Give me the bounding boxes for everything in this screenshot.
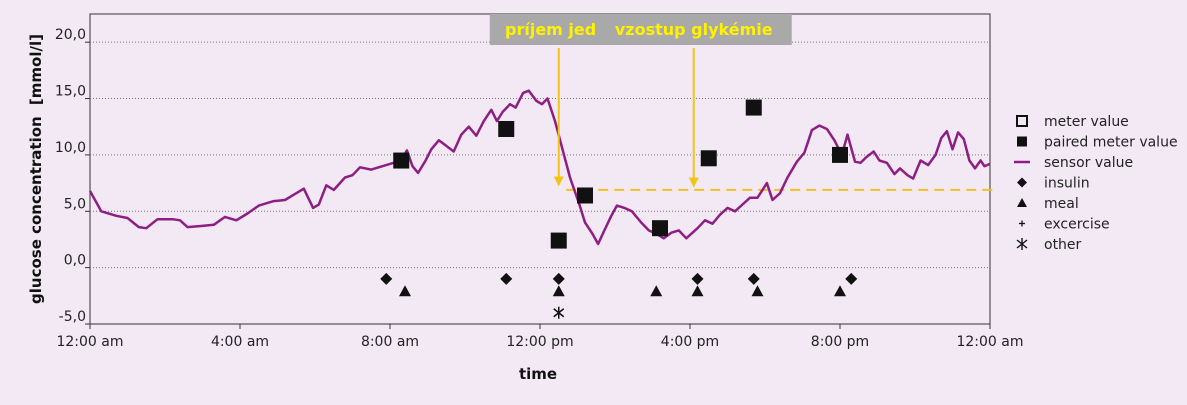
legend-label: sensor value	[1044, 155, 1133, 171]
y-axis-label: glucose concentration	[27, 116, 45, 304]
legend-symbol	[1016, 238, 1028, 250]
x-axis-ticks: 12:00 am 4:00 am 8:00 am 12:00 pm 4:00 pm 8:0…	[56, 324, 1024, 350]
y-axis-unit: [mmol/l]	[27, 34, 45, 105]
annotation-layer: príjem jedla vzostup glykémie	[489, 14, 792, 188]
x-tick-label: 8:00 pm	[811, 334, 869, 350]
other-marker	[553, 306, 565, 319]
y-tick-label: 10,0	[55, 140, 86, 156]
paired-meter-marker	[498, 120, 515, 137]
paired-meter-marker	[577, 187, 593, 204]
insulin-marker	[500, 272, 513, 285]
meal-marker	[691, 285, 704, 297]
annotation: vzostup glykémie	[595, 14, 792, 188]
insulin-marker	[747, 272, 760, 285]
paired-meter-marker	[700, 150, 717, 167]
x-tick-label: 8:00 am	[361, 334, 419, 350]
x-tick-label: 4:00 am	[211, 334, 269, 350]
gridlines	[90, 41, 990, 269]
marker-layer	[380, 99, 858, 319]
legend-item: paired meter value	[1017, 135, 1178, 151]
meal-marker	[399, 285, 411, 297]
annotation-box	[595, 14, 792, 45]
x-tick-label: 12:00 pm	[506, 334, 573, 350]
legend-item: meter value	[1016, 114, 1129, 130]
y-tick-label: 15,0	[55, 84, 86, 100]
legend-symbol	[1017, 198, 1027, 207]
legend-item: sensor value	[1014, 155, 1133, 171]
y-axis-title: glucose concentration [mmol/l]	[27, 34, 45, 304]
x-tick-label: 12:00 am	[956, 334, 1023, 350]
legend-item: other	[1016, 237, 1082, 253]
meal-marker	[834, 285, 846, 297]
legend-item: excercise	[1019, 217, 1110, 233]
legend-symbol	[1016, 115, 1028, 127]
arrow-head	[553, 176, 564, 187]
insulin-marker	[380, 272, 393, 285]
legend-symbol	[1019, 220, 1025, 227]
annotation-label: vzostup glykémie	[615, 20, 773, 39]
insulin-marker	[845, 272, 858, 285]
legend-label: other	[1044, 237, 1082, 253]
y-tick-label: 5,0	[64, 196, 86, 212]
paired-meter-marker	[652, 220, 668, 237]
legend-label: paired meter value	[1044, 135, 1178, 151]
x-axis-title: time	[519, 365, 557, 383]
paired-meter-marker	[550, 232, 567, 249]
y-tick-label: 0,0	[64, 253, 86, 269]
x-tick-label: 4:00 pm	[661, 334, 719, 350]
legend: meter value paired meter value sensor valu…	[1014, 114, 1178, 253]
legend-symbol	[1017, 136, 1027, 147]
meal-marker	[751, 285, 764, 297]
annotation-label: príjem jedla	[505, 20, 612, 39]
sensor-series	[88, 89, 991, 246]
legend-label: insulin	[1044, 176, 1090, 192]
paired-meter-marker	[393, 152, 410, 169]
insulin-marker	[552, 272, 565, 285]
arrow-head	[688, 177, 699, 188]
meal-marker	[552, 285, 565, 297]
meal-marker	[650, 285, 663, 297]
x-tick-label: 12:00 am	[56, 334, 123, 350]
y-tick-label: 20,0	[55, 27, 86, 43]
paired-meter-marker	[832, 146, 848, 163]
legend-label: meter value	[1044, 114, 1129, 130]
legend-label: excercise	[1044, 217, 1110, 233]
insulin-marker	[691, 272, 704, 285]
legend-item: insulin	[1017, 176, 1090, 192]
sensor-line	[88, 89, 991, 246]
paired-meter-marker	[745, 99, 762, 116]
y-axis-ticks: 20,0 15,0 10,0 5,0 0,0 -5,0	[55, 27, 90, 325]
legend-symbol	[1017, 177, 1027, 188]
legend-item: meal	[1017, 196, 1079, 212]
legend-label: meal	[1044, 196, 1079, 212]
y-tick-label: -5,0	[59, 309, 86, 325]
